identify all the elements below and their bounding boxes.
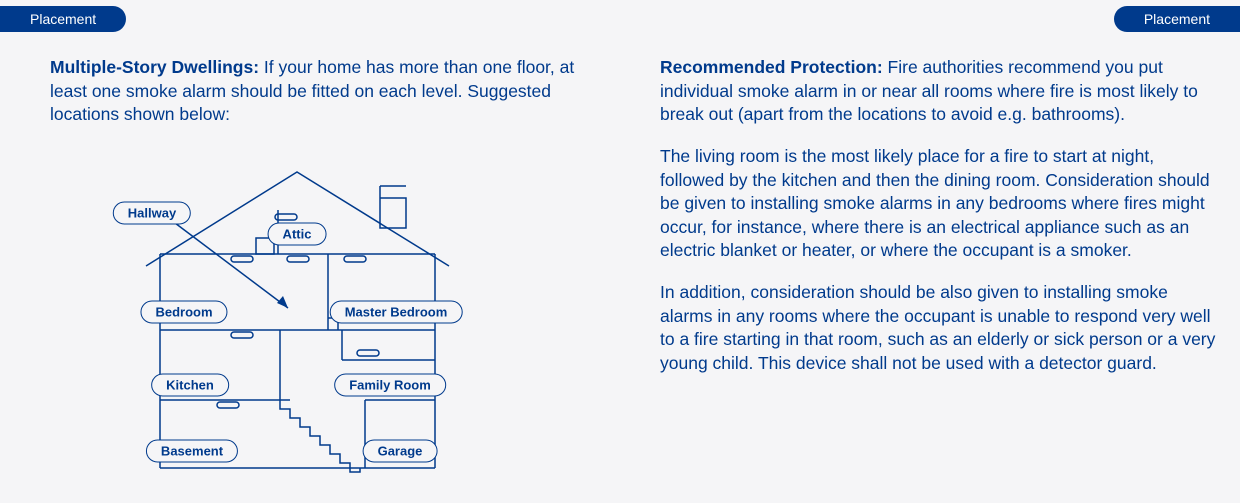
room-label-garage: Garage	[363, 440, 438, 463]
smoke-detector-icon	[217, 402, 239, 408]
right-p2: The living room is the most likely place…	[660, 145, 1220, 263]
right-column: Recommended Protection: Fire authorities…	[660, 56, 1220, 394]
right-p3: In addition, consideration should be als…	[660, 281, 1220, 376]
room-label-hallway: Hallway	[113, 202, 191, 225]
smoke-detector-icon	[231, 332, 253, 338]
smoke-detector-icon	[231, 256, 253, 262]
room-label-family-room: Family Room	[334, 374, 446, 397]
left-heading: Multiple-Story Dwellings:	[50, 57, 259, 77]
smoke-detector-icon	[357, 350, 379, 356]
room-label-basement: Basement	[146, 440, 238, 463]
right-heading: Recommended Protection:	[660, 57, 883, 77]
tab-placement-right: Placement	[1114, 6, 1240, 32]
house-diagram: Hallway Attic Bedroom Master Bedroom Kitchen…	[80, 168, 480, 488]
room-label-master-bedroom: Master Bedroom	[330, 301, 463, 324]
room-label-attic: Attic	[268, 223, 327, 246]
room-label-kitchen: Kitchen	[151, 374, 229, 397]
smoke-detector-icon	[344, 256, 366, 262]
room-label-bedroom: Bedroom	[140, 301, 227, 324]
left-intro: Multiple-Story Dwellings: If your home h…	[50, 56, 610, 127]
tab-placement-left: Placement	[0, 6, 126, 32]
right-p1: Recommended Protection: Fire authorities…	[660, 56, 1220, 127]
left-column: Multiple-Story Dwellings: If your home h…	[50, 56, 610, 145]
smoke-detector-icon	[287, 256, 309, 262]
